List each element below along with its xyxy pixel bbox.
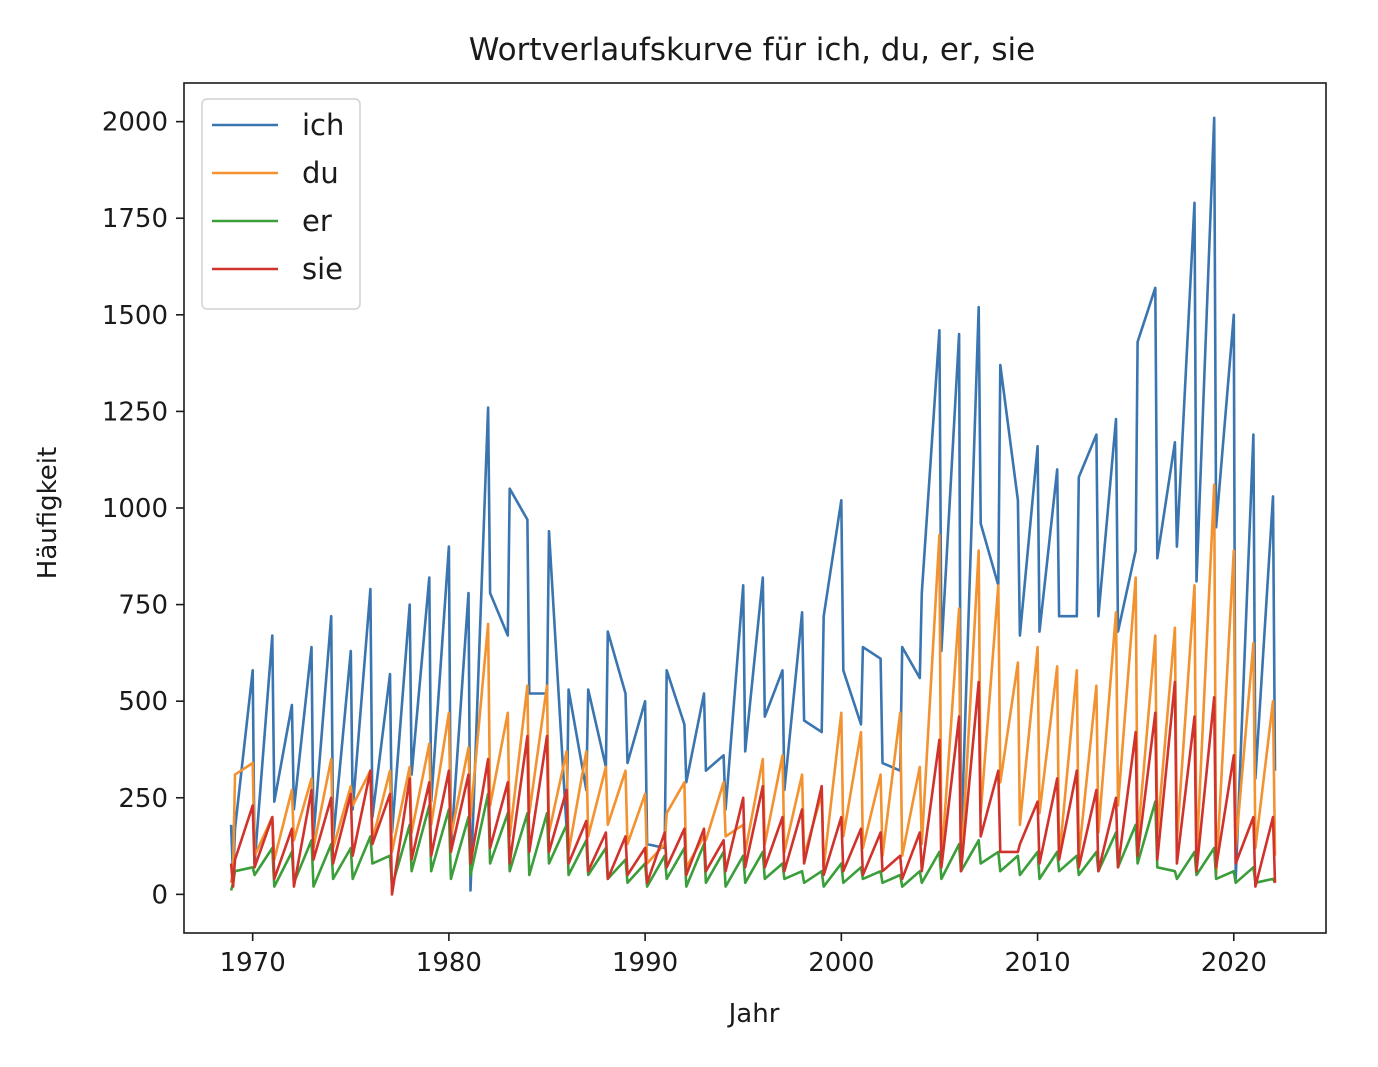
legend-box bbox=[201, 98, 361, 310]
y-tick-label: 750 bbox=[118, 591, 168, 621]
y-tick-label: 1750 bbox=[102, 204, 168, 234]
x-tick-label: 1980 bbox=[416, 948, 482, 978]
legend-label-sie: sie bbox=[302, 252, 343, 286]
x-axis-ticks: 1970 1980 1990 2000 2010 2020 bbox=[220, 933, 1267, 978]
y-axis-ticks: 0 250 500 750 1000 1250 1500 1750 2000 bbox=[102, 108, 184, 910]
x-tick-label: 1990 bbox=[612, 948, 678, 978]
y-tick-label: 500 bbox=[118, 687, 168, 717]
x-axis-label: Jahr bbox=[727, 999, 780, 1029]
legend-label-ich: ich bbox=[302, 108, 344, 142]
y-tick-label: 1000 bbox=[102, 494, 168, 524]
y-tick-label: 1500 bbox=[102, 301, 168, 331]
legend-label-du: du bbox=[302, 156, 339, 190]
legend-label-er: er bbox=[302, 204, 332, 238]
chart-title: Wortverlaufskurve für ich, du, er, sie bbox=[469, 32, 1035, 68]
x-tick-label: 2020 bbox=[1201, 948, 1267, 978]
y-tick-label: 0 bbox=[151, 880, 168, 910]
x-tick-label: 2000 bbox=[808, 948, 874, 978]
y-axis-label: Häufigkeit bbox=[33, 447, 63, 579]
y-tick-label: 2000 bbox=[102, 108, 168, 138]
series-layer bbox=[229, 116, 1277, 896]
series-line-sie bbox=[229, 680, 1277, 896]
x-tick-label: 1970 bbox=[220, 948, 286, 978]
x-tick-label: 2010 bbox=[1004, 948, 1070, 978]
legend: ich du er sie bbox=[201, 98, 361, 310]
y-tick-label: 250 bbox=[118, 784, 168, 814]
y-tick-label: 1250 bbox=[102, 397, 168, 427]
